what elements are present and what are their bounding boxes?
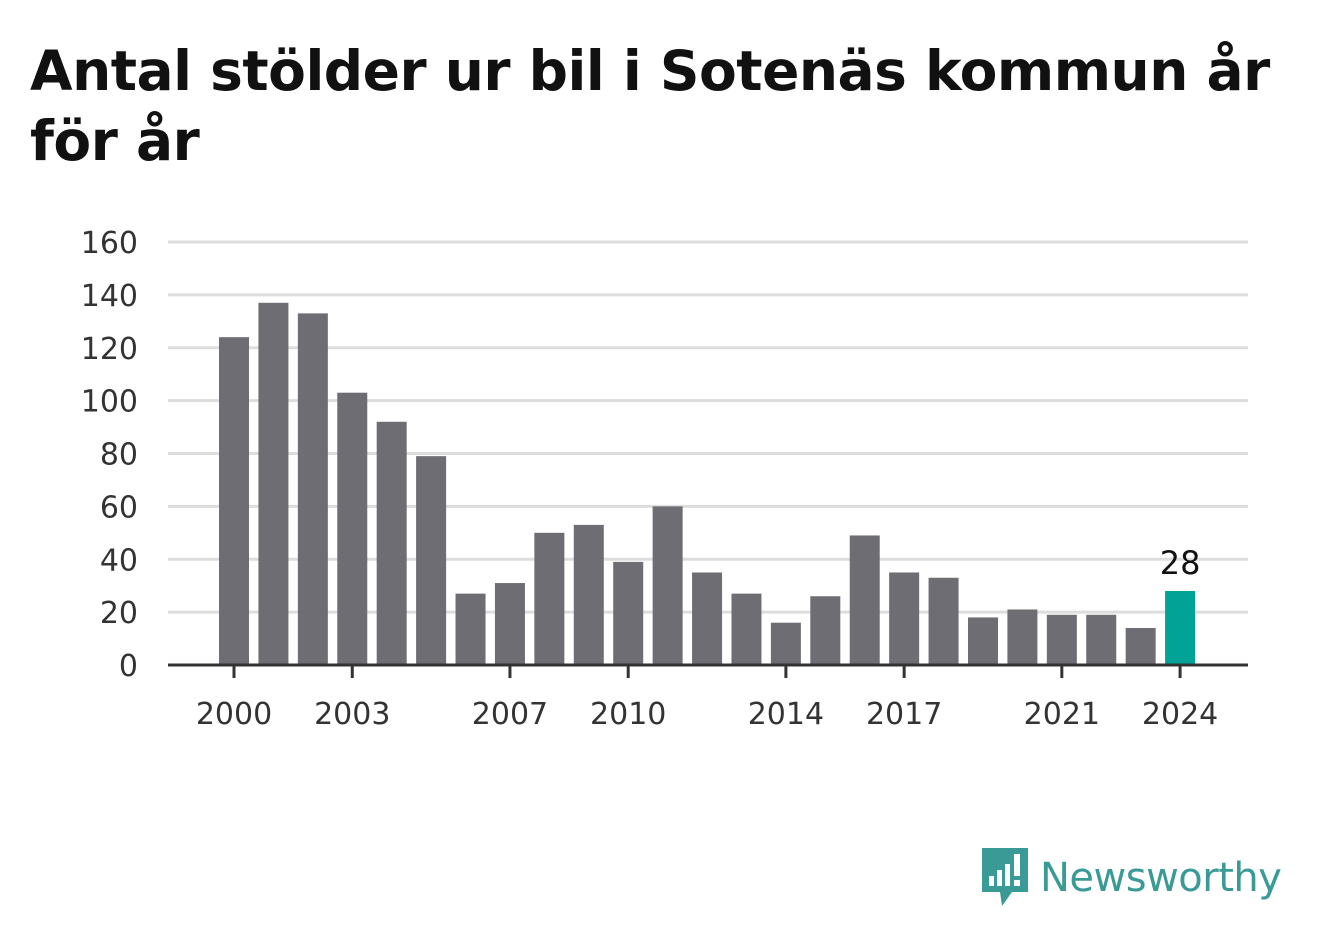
y-axis-labels: 0 20 40 60 80 100 120 140 160 bbox=[81, 226, 138, 684]
y-tick-label-100: 100 bbox=[81, 385, 138, 420]
bar-2010 bbox=[613, 561, 644, 665]
bars bbox=[219, 302, 1196, 665]
bar-2018 bbox=[928, 577, 959, 665]
bar-2013 bbox=[731, 593, 762, 665]
x-tick-label-2000: 2000 bbox=[196, 697, 272, 732]
bar-2009 bbox=[573, 524, 604, 665]
chart-title: Antal stölder ur bil i Sotenäs kommun år… bbox=[30, 39, 1270, 173]
x-tick-label-2007: 2007 bbox=[472, 697, 548, 732]
bar-2024 bbox=[1165, 590, 1196, 665]
x-tick-label-2003: 2003 bbox=[314, 697, 390, 732]
gridlines bbox=[168, 240, 1248, 614]
y-tick-label-80: 80 bbox=[100, 438, 138, 473]
bar-2022 bbox=[1086, 614, 1117, 665]
bar-2023 bbox=[1125, 627, 1156, 665]
bar-2011 bbox=[652, 506, 683, 665]
x-tick-label-2017: 2017 bbox=[866, 697, 942, 732]
y-tick-label-140: 140 bbox=[81, 279, 138, 314]
x-tick-label-2024: 2024 bbox=[1142, 697, 1218, 732]
y-tick-label-40: 40 bbox=[100, 543, 138, 578]
data-labels: 28 bbox=[1160, 544, 1201, 582]
x-axis bbox=[168, 663, 1248, 678]
bar-2004 bbox=[376, 421, 407, 665]
x-tick-label-2014: 2014 bbox=[748, 697, 824, 732]
y-tick-label-0: 0 bbox=[119, 649, 138, 684]
bar-2001 bbox=[258, 302, 289, 665]
x-tick-label-2021: 2021 bbox=[1024, 697, 1100, 732]
y-tick-label-60: 60 bbox=[100, 490, 138, 525]
data-label-2024: 28 bbox=[1160, 544, 1201, 582]
bar-2015 bbox=[810, 596, 841, 665]
bar-2019 bbox=[967, 617, 998, 665]
bar-2012 bbox=[692, 572, 723, 665]
newsworthy-logo-icon bbox=[982, 848, 1028, 906]
y-tick-label-20: 20 bbox=[100, 596, 138, 631]
bar-2003 bbox=[337, 392, 368, 665]
bar-2021 bbox=[1046, 614, 1077, 665]
bar-2007 bbox=[494, 583, 525, 665]
y-tick-label-160: 160 bbox=[81, 226, 138, 261]
bar-2000 bbox=[219, 337, 250, 665]
bar-2005 bbox=[416, 456, 447, 665]
x-tick-label-2010: 2010 bbox=[590, 697, 666, 732]
bar-2020 bbox=[1007, 609, 1038, 665]
bar-2008 bbox=[534, 532, 565, 665]
bar-2014 bbox=[770, 622, 801, 665]
newsworthy-brand: Newsworthy bbox=[980, 846, 1282, 910]
brand-name: Newsworthy bbox=[1040, 855, 1282, 901]
bar-2017 bbox=[889, 572, 920, 665]
y-tick-label-120: 120 bbox=[81, 332, 138, 367]
x-axis-labels: 2000 2003 2007 2010 2014 2017 2021 2024 bbox=[196, 697, 1218, 732]
bar-2016 bbox=[849, 535, 880, 665]
bar-2002 bbox=[297, 313, 328, 665]
bar-2006 bbox=[455, 593, 486, 665]
